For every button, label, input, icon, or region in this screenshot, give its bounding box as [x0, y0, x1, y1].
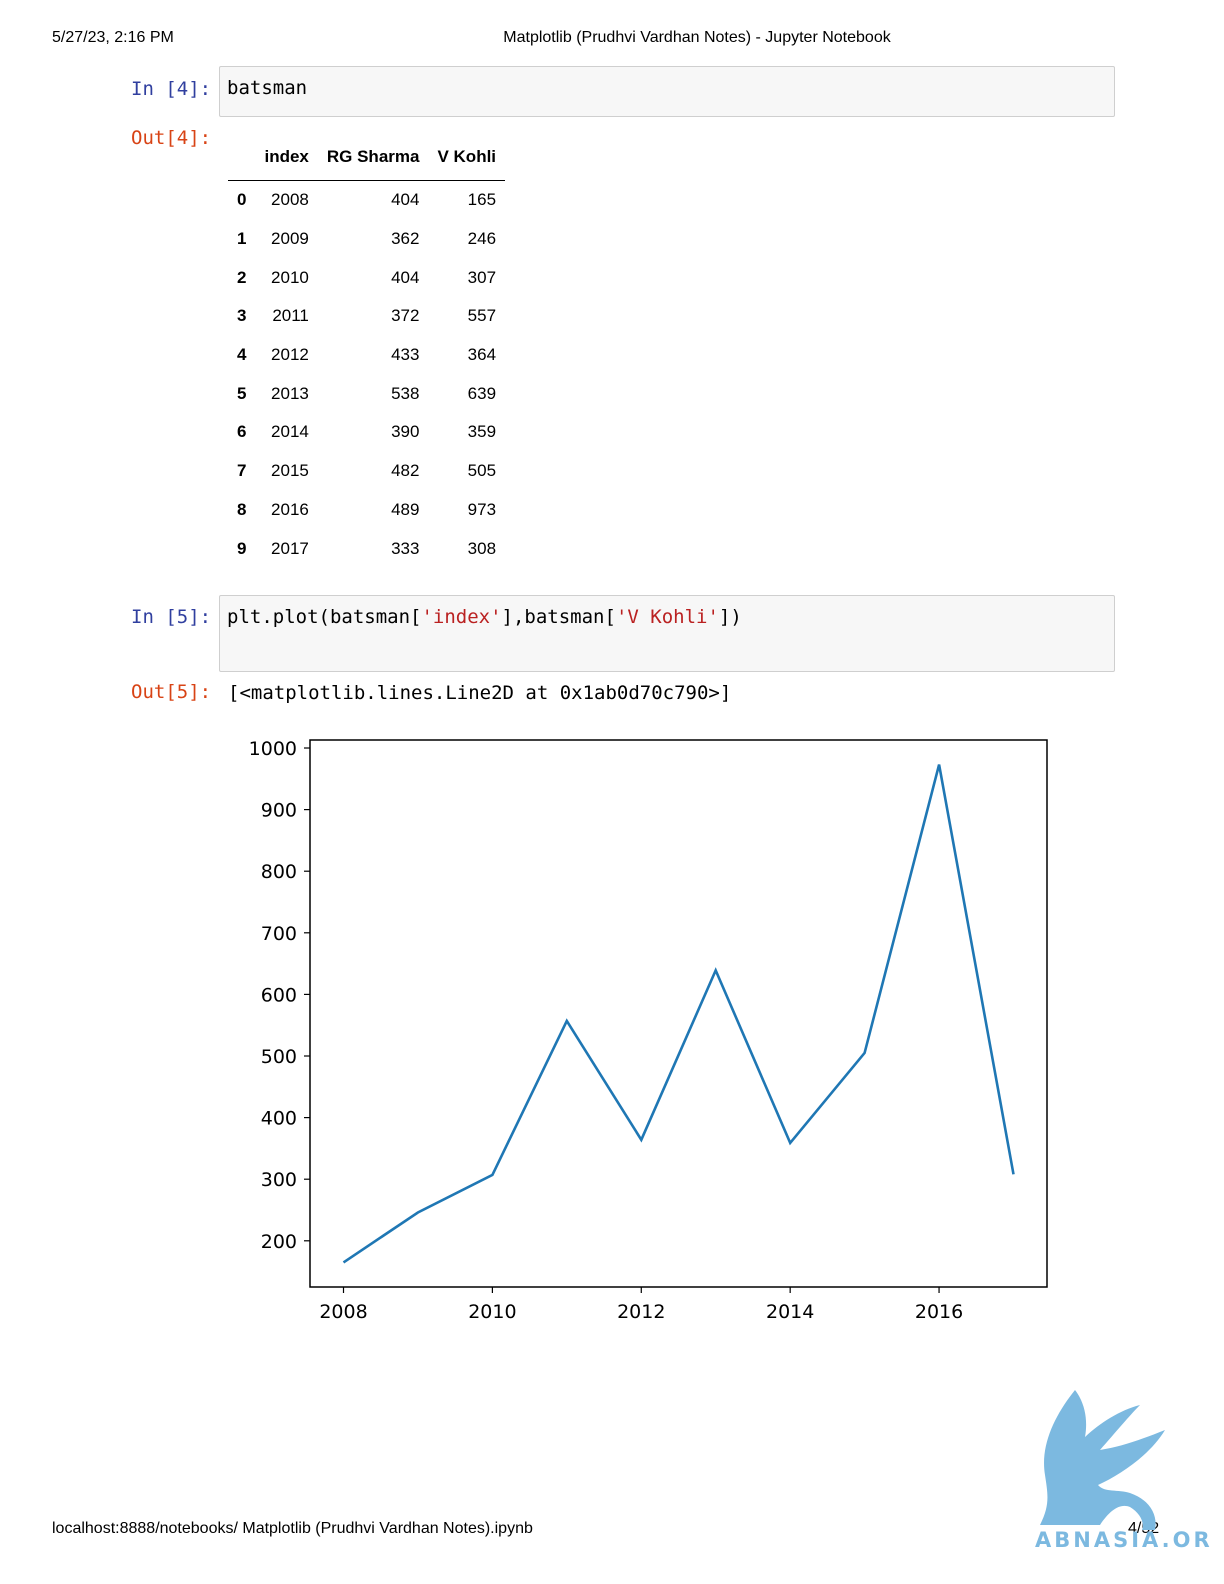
- table-cell: 333: [391, 538, 420, 558]
- y-tick-label: 900: [261, 800, 297, 822]
- table-cell: 973: [467, 499, 497, 519]
- row-index: 3: [237, 306, 247, 326]
- x-tick-label: 2010: [468, 1301, 516, 1323]
- table-cell: 2011: [272, 306, 309, 326]
- row-index: 7: [237, 461, 247, 481]
- table-row: 4 2012 433 364: [228, 336, 505, 375]
- y-tick-label: 1000: [249, 738, 297, 760]
- table-cell: 308: [467, 538, 497, 558]
- table-row: 0 2008 404 165: [228, 181, 505, 220]
- table-header-row: index RG Sharma V Kohli: [228, 142, 506, 181]
- table-row: 8 2016 489 973: [228, 491, 505, 530]
- column-header: index: [255, 142, 318, 181]
- row-index: 1: [237, 229, 247, 249]
- table-cell: 404: [391, 190, 420, 210]
- table-cell: 2008: [271, 190, 309, 210]
- table-cell: 390: [391, 422, 420, 442]
- output-text-5: [<matplotlib.lines.Line2D at 0x1ab0d70c7…: [228, 682, 732, 704]
- x-tick-label: 2016: [915, 1301, 963, 1323]
- table-cell: 505: [467, 461, 497, 481]
- x-tick-label: 2008: [319, 1301, 367, 1323]
- code-string-token: 'index': [421, 606, 502, 628]
- table-cell: 404: [391, 267, 420, 287]
- table-cell: 2014: [271, 422, 309, 442]
- series-line-v-kohli: [342, 764, 1015, 1264]
- watermark-griffin-icon: [1040, 1390, 1165, 1530]
- y-tick-label: 400: [261, 1108, 297, 1130]
- table-cell: 482: [391, 461, 420, 481]
- y-tick-label: 500: [261, 1046, 297, 1068]
- in-prompt-4: In [4]:: [131, 78, 212, 100]
- code-token: ],batsman[: [501, 606, 616, 628]
- out-prompt-4: Out[4]:: [131, 127, 212, 149]
- table-cell: 359: [467, 422, 497, 442]
- code-cell-5[interactable]: plt.plot(batsman['index'],batsman['V Koh…: [219, 595, 1115, 672]
- table-cell: 2012: [271, 345, 309, 365]
- table-cell: 639: [467, 383, 497, 403]
- table-row: 2 2010 404 307: [228, 258, 505, 297]
- table-cell: 364: [467, 345, 497, 365]
- row-index: 5: [237, 383, 247, 403]
- out-prompt-5: Out[5]:: [131, 681, 212, 703]
- in-prompt-5: In [5]:: [131, 606, 212, 628]
- table-cell: 2009: [271, 229, 309, 249]
- watermark-logo: ABNASIA.ORG: [1035, 1390, 1210, 1552]
- code-token: plt.plot(batsman[: [227, 606, 422, 628]
- row-index: 0: [237, 190, 247, 210]
- footer-url: localhost:8888/notebooks/ Matplotlib (Pr…: [52, 1520, 533, 1537]
- table-cell: 307: [467, 267, 497, 287]
- table-cell: 2017: [271, 538, 309, 558]
- table-cell: 489: [391, 499, 420, 519]
- table-cell: 2015: [271, 461, 309, 481]
- y-tick-label: 200: [261, 1231, 297, 1253]
- table-cell: 362: [391, 229, 420, 249]
- dataframe-table: index RG Sharma V Kohli 0 2008 404 165 1 2009 36…: [228, 142, 506, 568]
- row-index: 9: [237, 538, 247, 558]
- table-row: 6 2014 390 359: [228, 413, 505, 452]
- table-row: 5 2013 538 639: [228, 374, 505, 413]
- x-tick-label: 2014: [766, 1301, 814, 1323]
- y-tick-label: 300: [261, 1169, 297, 1191]
- column-header: RG Sharma: [317, 142, 429, 181]
- code-string-token: 'V Kohli': [615, 606, 719, 628]
- print-header-title: Matplotlib (Prudhvi Vardhan Notes) - Jup…: [503, 29, 891, 46]
- plot-frame: [309, 739, 1048, 1288]
- table-cell: 372: [391, 306, 420, 326]
- code-token: ]): [718, 606, 742, 628]
- table-cell: 557: [467, 306, 497, 326]
- table-cell: 538: [391, 383, 420, 403]
- table-row: 3 2011 372 557: [228, 297, 505, 336]
- print-header-datetime: 5/27/23, 2:16 PM: [52, 29, 174, 46]
- y-tick-label: 600: [261, 984, 297, 1006]
- row-index: 2: [237, 267, 247, 287]
- x-tick-label: 2012: [617, 1301, 665, 1323]
- row-index: 4: [237, 345, 247, 365]
- table-cell: 2016: [271, 499, 309, 519]
- line-chart: 200 300 400 500 600 700 800 900 1000 2008 2010 2012…: [249, 738, 1048, 1323]
- table-cell: 2013: [271, 383, 309, 403]
- y-tick-label: 800: [261, 861, 297, 883]
- table-cell: 165: [467, 190, 497, 210]
- table-cell: 433: [391, 345, 420, 365]
- table-cell: 2010: [271, 267, 309, 287]
- code-cell-4[interactable]: batsman: [219, 66, 1115, 117]
- watermark-text: ABNASIA.ORG: [1035, 1528, 1210, 1552]
- column-header: V Kohli: [428, 142, 506, 181]
- table-cell: 246: [467, 229, 497, 249]
- y-tick-label: 700: [261, 923, 297, 945]
- row-index: 8: [237, 499, 247, 519]
- table-row: 9 2017 333 308: [228, 529, 505, 568]
- table-row: 7 2015 482 505: [228, 452, 505, 491]
- column-header: [228, 142, 256, 181]
- row-index: 6: [237, 422, 247, 442]
- table-row: 1 2009 362 246: [228, 220, 505, 259]
